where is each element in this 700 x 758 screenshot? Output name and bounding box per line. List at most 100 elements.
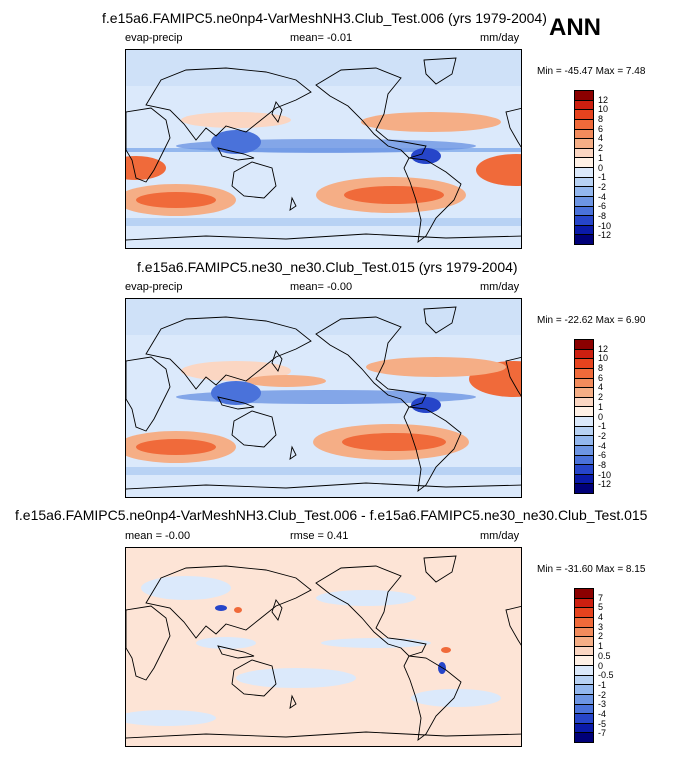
- colorbar-tick-label: 1: [598, 152, 604, 163]
- colorbar-box: [575, 187, 593, 197]
- panel-3-minmax: Min = -31.60 Max = 8.15: [537, 564, 646, 575]
- colorbar-tick-label: -4: [598, 440, 607, 451]
- colorbar-box: [575, 445, 593, 456]
- colorbar-box: [575, 685, 593, 695]
- colorbar-tick-label: -6: [598, 201, 607, 212]
- colorbar-tick-label: 5: [598, 602, 604, 613]
- colorbar-box: [575, 637, 593, 647]
- panel-2-units: mm/day: [480, 281, 520, 293]
- colorbar-box: [575, 368, 593, 379]
- colorbar-box: [575, 436, 593, 446]
- colorbar-box: [575, 235, 593, 244]
- colorbar-tick-label: 10: [598, 104, 609, 115]
- colorbar-tick-label: 6: [598, 372, 604, 383]
- colorbar-tick-label: 2: [598, 631, 604, 642]
- colorbar-box: [575, 349, 593, 360]
- colorbar-tick-label: 7: [598, 592, 604, 603]
- colorbar-box: [575, 340, 593, 350]
- colorbar-tick-label: -4: [598, 191, 607, 202]
- colorbar-tick-label: 0: [598, 660, 604, 671]
- colorbar-box: [575, 407, 593, 417]
- colorbar-box: [575, 397, 593, 408]
- colorbar-tick-label: -2: [598, 181, 607, 192]
- colorbar-box: [575, 91, 593, 101]
- colorbar-box: [575, 110, 593, 120]
- panel-3-colorbar: [574, 588, 594, 743]
- season-label: ANN: [549, 14, 601, 41]
- colorbar-box: [575, 129, 593, 140]
- colorbar-box: [575, 694, 593, 705]
- colorbar-box: [575, 675, 593, 686]
- colorbar-tick-label: -8: [598, 459, 607, 470]
- colorbar-box: [575, 139, 593, 149]
- colorbar-box: [575, 359, 593, 369]
- colorbar-tick-label: 8: [598, 363, 604, 374]
- colorbar-box: [575, 723, 593, 734]
- panel-2-minmax: Min = -22.62 Max = 6.90: [537, 315, 646, 326]
- panel-3-units: mm/day: [480, 530, 520, 542]
- colorbar-tick-label: 2: [598, 392, 604, 403]
- colorbar-tick-label: 6: [598, 123, 604, 134]
- colorbar-box: [575, 627, 593, 638]
- colorbar-box: [575, 465, 593, 475]
- colorbar-box: [575, 484, 593, 493]
- colorbar-box: [575, 656, 593, 666]
- colorbar-tick-label: -5: [598, 718, 607, 729]
- panel-3-rmse: rmse = 0.41: [290, 530, 349, 542]
- colorbar-tick-label: 12: [598, 94, 609, 105]
- panel-2-map: [125, 298, 522, 498]
- colorbar-box: [575, 158, 593, 168]
- colorbar-box: [575, 733, 593, 742]
- panel-2-title: f.e15a6.FAMIPC5.ne30_ne30.Club_Test.015 …: [137, 259, 518, 275]
- colorbar-tick-label: 2: [598, 143, 604, 154]
- colorbar-tick-label: -3: [598, 699, 607, 710]
- colorbar-box: [575, 196, 593, 207]
- colorbar-box: [575, 378, 593, 389]
- colorbar-box: [575, 704, 593, 715]
- panel-1-title: f.e15a6.FAMIPC5.ne0np4-VarMeshNH3.Club_T…: [102, 10, 547, 26]
- colorbar-box: [575, 617, 593, 628]
- colorbar-tick-label: -1: [598, 172, 607, 183]
- colorbar-tick-label: -6: [598, 450, 607, 461]
- colorbar-box: [575, 455, 593, 466]
- colorbar-box: [575, 608, 593, 618]
- colorbar-box: [575, 426, 593, 437]
- colorbar-tick-label: 3: [598, 621, 604, 632]
- colorbar-box: [575, 598, 593, 609]
- colorbar-box: [575, 177, 593, 188]
- colorbar-tick-label: 1: [598, 641, 604, 652]
- colorbar-tick-label: 0: [598, 411, 604, 422]
- colorbar-tick-label: -1: [598, 421, 607, 432]
- colorbar-tick-label: 1: [598, 401, 604, 412]
- colorbar-tick-label: 4: [598, 612, 604, 623]
- colorbar-box: [575, 646, 593, 657]
- panel-1-mean: mean= -0.01: [290, 32, 353, 44]
- colorbar-tick-label: 12: [598, 343, 609, 354]
- colorbar-tick-label: 0.5: [598, 650, 611, 661]
- panel-1-units: mm/day: [480, 32, 520, 44]
- colorbar-box: [575, 589, 593, 599]
- colorbar-box: [575, 216, 593, 226]
- panel-3-title: f.e15a6.FAMIPC5.ne0np4-VarMeshNH3.Club_T…: [15, 507, 648, 523]
- colorbar-box: [575, 206, 593, 217]
- panel-1-colorbar: [574, 90, 594, 245]
- colorbar-tick-label: -10: [598, 469, 612, 480]
- colorbar-tick-label: -0.5: [598, 670, 614, 681]
- panel-2-colorbar: [574, 339, 594, 494]
- colorbar-box: [575, 388, 593, 398]
- colorbar-box: [575, 666, 593, 676]
- colorbar-tick-label: -7: [598, 728, 607, 739]
- panel-2-variable: evap-precip: [125, 281, 183, 293]
- colorbar-tick-label: -1: [598, 679, 607, 690]
- colorbar-box: [575, 168, 593, 178]
- colorbar-tick-label: -4: [598, 708, 607, 719]
- panel-1-variable: evap-precip: [125, 32, 183, 44]
- colorbar-tick-label: -10: [598, 220, 612, 231]
- colorbar-tick-label: -2: [598, 689, 607, 700]
- colorbar-box: [575, 714, 593, 724]
- colorbar-box: [575, 100, 593, 111]
- colorbar-tick-label: -12: [598, 230, 612, 241]
- colorbar-box: [575, 225, 593, 236]
- colorbar-box: [575, 474, 593, 485]
- panel-1-minmax: Min = -45.47 Max = 7.48: [537, 66, 646, 77]
